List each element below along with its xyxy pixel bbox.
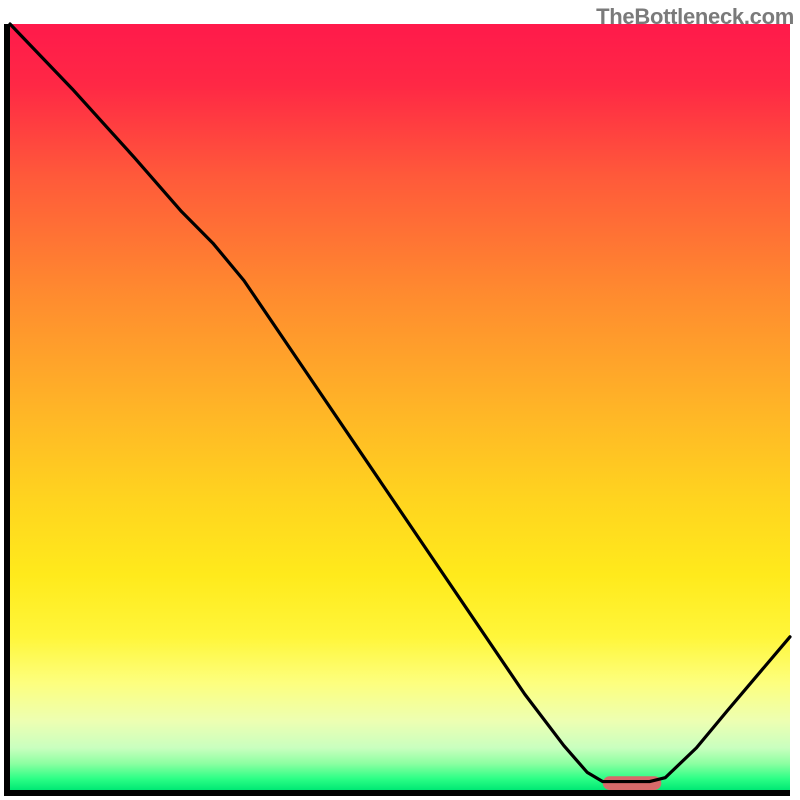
watermark-label: TheBottleneck.com xyxy=(596,4,794,30)
y-axis xyxy=(4,24,10,796)
chart-svg xyxy=(0,0,800,800)
x-axis xyxy=(4,790,790,796)
bottleneck-chart: TheBottleneck.com xyxy=(0,0,800,800)
chart-background xyxy=(10,24,790,790)
